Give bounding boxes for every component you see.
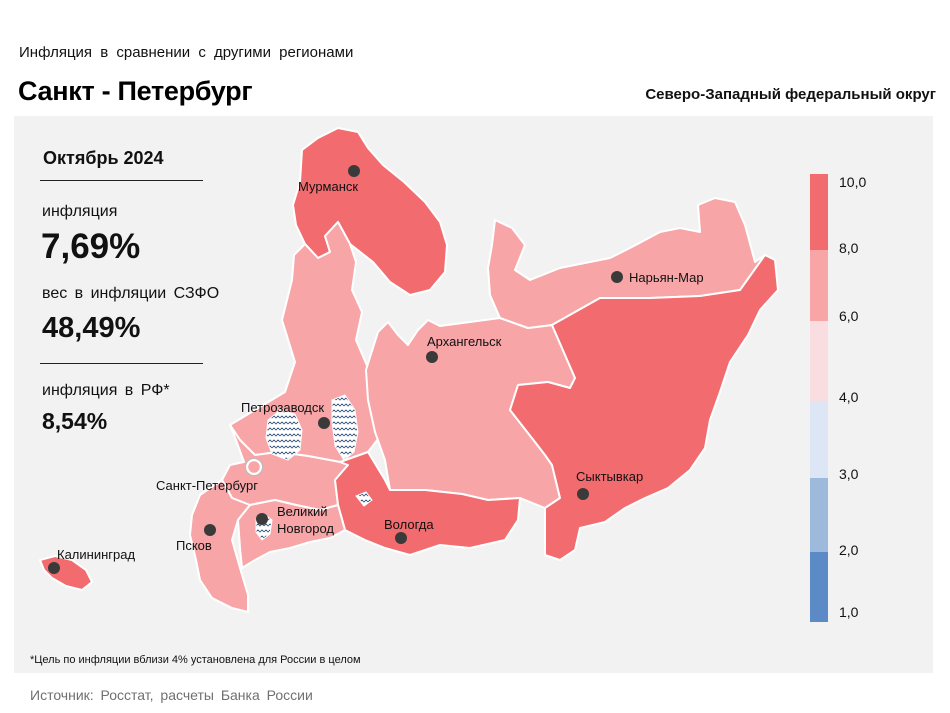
legend-tick: 10,0 — [839, 174, 866, 190]
legend-swatch-3-4 — [810, 401, 828, 478]
legend-swatch-6-8 — [810, 250, 828, 321]
divider-top — [40, 180, 203, 181]
city-label-naryan-mar: Нарьян-Мар — [629, 270, 704, 285]
legend-tick: 1,0 — [839, 604, 859, 620]
city-dot-spb-ring — [245, 458, 263, 476]
inflation-value: 7,69% — [41, 227, 141, 266]
city-label-novgorod-line1: Великий — [277, 504, 328, 519]
lake-ladoga — [265, 409, 303, 461]
legend-tick: 3,0 — [839, 466, 859, 482]
rf-inflation-value: 8,54% — [42, 408, 108, 434]
color-legend: 10,0 8,0 6,0 4,0 3,0 2,0 1,0 — [810, 174, 866, 622]
district-name: Северо-Западный федеральный округ — [645, 86, 936, 103]
source-note: Источник: Росстат, расчеты Банка России — [30, 687, 313, 703]
legend-swatch-4-6 — [810, 321, 828, 401]
weight-value: 48,49% — [42, 312, 141, 344]
city-dot-kaliningrad — [48, 562, 60, 574]
legend-swatch-2-3 — [810, 478, 828, 552]
city-label-spb: Санкт-Петербург — [156, 478, 258, 493]
divider-bottom — [40, 363, 203, 364]
legend-swatch-1-2 — [810, 552, 828, 622]
page-subtitle: Инфляция в сравнении с другими регионами — [19, 44, 354, 61]
legend-swatch-8-10 — [810, 174, 828, 250]
lake-beloye — [355, 491, 373, 507]
city-dot-arkhangelsk — [426, 351, 438, 363]
region-komi — [509, 254, 779, 561]
city-dot-syktyvkar — [577, 488, 589, 500]
city-label-murmansk: Мурманск — [298, 179, 358, 194]
period-label: Октябрь 2024 — [43, 148, 164, 168]
city-dot-pskov — [204, 524, 216, 536]
footnote: *Цель по инфляции вблизи 4% установлена … — [30, 654, 361, 666]
city-label-petrozavodsk: Петрозаводск — [241, 400, 324, 415]
city-dot-novgorod — [256, 513, 268, 525]
city-label-pskov: Псков — [176, 538, 212, 553]
city-label-arkhangelsk: Архангельск — [427, 334, 502, 349]
rf-inflation-label: инфляция в РФ* — [42, 382, 170, 399]
city-label-kaliningrad: Калининград — [57, 547, 135, 562]
legend-tick: 2,0 — [839, 542, 859, 558]
weight-label: вес в инфляции СЗФО — [42, 285, 220, 302]
city-label-novgorod-line2: Новгород — [277, 521, 334, 536]
lake-onega — [331, 394, 359, 461]
inflation-label: инфляция — [42, 203, 118, 220]
city-dot-petrozavodsk — [318, 417, 330, 429]
legend-tick: 8,0 — [839, 240, 859, 256]
city-dot-murmansk — [348, 165, 360, 177]
city-dot-spb — [245, 458, 263, 476]
city-label-vologda: Вологда — [384, 517, 434, 532]
page-title: Санкт - Петербург — [18, 76, 253, 106]
legend-tick: 6,0 — [839, 308, 859, 324]
region-karelia — [229, 221, 386, 463]
city-dot-naryan-mar — [611, 271, 623, 283]
legend-tick: 4,0 — [839, 389, 859, 405]
city-dot-vologda — [395, 532, 407, 544]
city-label-syktyvkar: Сыктывкар — [576, 469, 643, 484]
